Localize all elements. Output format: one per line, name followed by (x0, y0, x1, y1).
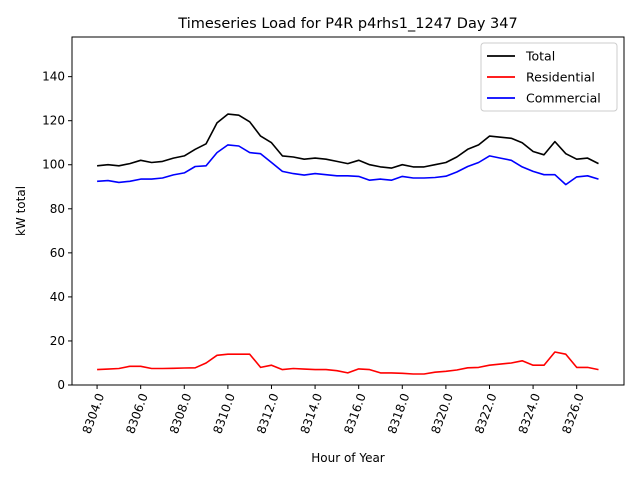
x-tick-label: 8316.0 (341, 391, 369, 435)
x-axis-label: Hour of Year (311, 451, 385, 465)
series-line-commercial (97, 144, 599, 186)
series-line-total (97, 113, 599, 169)
series-line-residential (97, 351, 599, 375)
x-tick-label: 8324.0 (516, 391, 544, 435)
y-tick-label: 40 (50, 290, 65, 304)
y-tick-label: 140 (42, 70, 65, 84)
x-tick-label: 8308.0 (167, 391, 195, 435)
plot-frame (71, 36, 625, 386)
legend-box (480, 42, 618, 112)
legend-label-total: Total (525, 49, 555, 64)
x-tick-label: 8320.0 (428, 391, 456, 435)
y-axis-label: kW total (14, 186, 28, 236)
x-tick-label: 8318.0 (385, 391, 413, 435)
y-tick-label: 60 (50, 246, 65, 260)
legend-label-residential: Residential (526, 70, 595, 85)
x-tick-label: 8304.0 (80, 391, 108, 435)
y-tick-label: 100 (42, 158, 65, 172)
x-tick-label: 8306.0 (123, 391, 151, 435)
x-tick-label: 8312.0 (254, 391, 282, 435)
y-tick-label: 120 (42, 114, 65, 128)
x-tick-label: 8322.0 (472, 391, 500, 435)
x-tick-label: 8326.0 (559, 391, 587, 435)
x-tick-label: 8310.0 (210, 391, 238, 435)
y-tick-label: 0 (57, 378, 65, 392)
y-tick-label: 20 (50, 334, 65, 348)
legend: Total Residential Commercial (480, 42, 618, 112)
chart-title: Timeseries Load for P4R p4rhs1_1247 Day … (177, 16, 517, 32)
legend-label-commercial: Commercial (526, 91, 601, 106)
x-tick-label: 8314.0 (298, 391, 326, 435)
y-tick-label: 80 (50, 202, 65, 216)
